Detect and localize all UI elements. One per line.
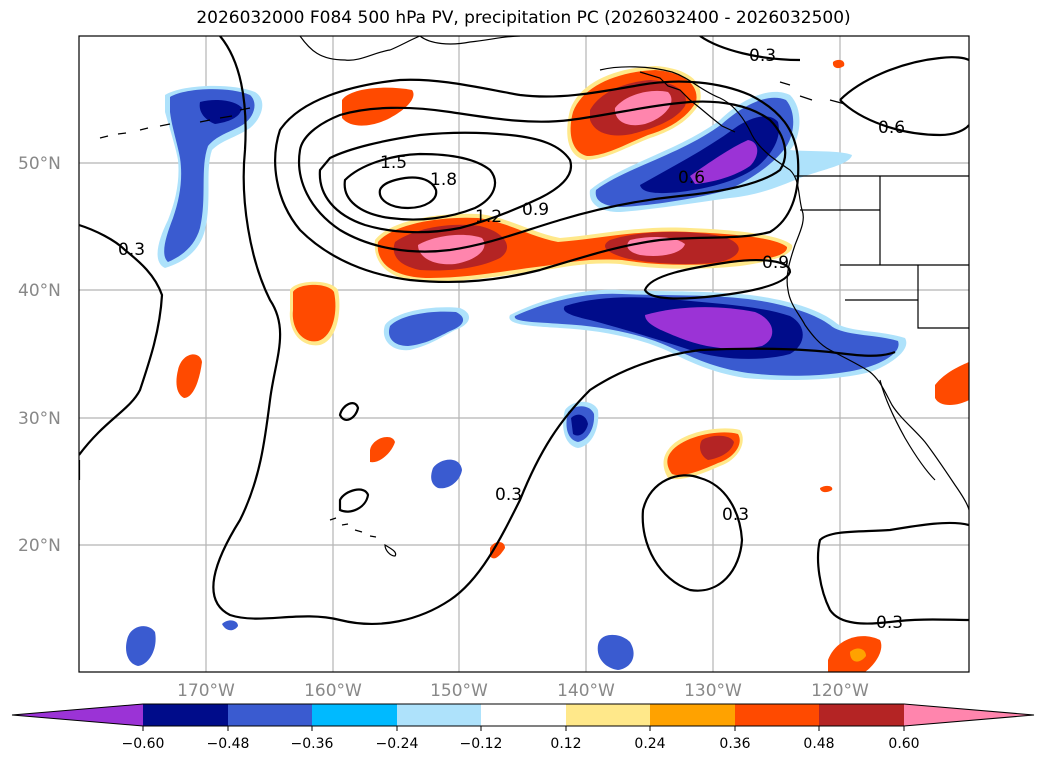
lon-label: 160°W: [304, 681, 362, 701]
precip-warm-small-6: [490, 542, 505, 559]
lat-labels: 50°N 40°N 30°N 20°N: [18, 154, 61, 556]
lat-label: 30°N: [18, 409, 61, 429]
precip-blob-central-core: [645, 307, 773, 349]
colorbar-tick-label: −0.24: [376, 736, 419, 752]
coast-baja: [879, 379, 936, 481]
colorbar-cell: [143, 704, 228, 726]
colorbar-tick-label: 0.48: [803, 736, 834, 752]
colorbar-tick-label: −0.48: [207, 736, 250, 752]
contour-small-2: [338, 488, 370, 513]
colorbar-cell: [735, 704, 819, 726]
contour-0.9-south: [643, 259, 792, 300]
contour-1.5: [343, 152, 497, 221]
islands-hawaii: [329, 517, 397, 557]
precip-warm-small-10: [820, 485, 833, 493]
colorbar: −0.60 −0.48 −0.36 −0.24 −0.12 0.12 0.24 …: [11, 703, 1035, 752]
colorbar-cell: [566, 704, 650, 726]
precip-positive-fields: [176, 59, 969, 672]
lon-label: 120°W: [811, 681, 869, 701]
colorbar-cell: [819, 704, 904, 726]
precip-blob-small-5: [597, 634, 634, 670]
contour-label: 0.9: [762, 253, 789, 273]
contour-label: 1.5: [380, 153, 407, 173]
contour-0.3-se: [816, 521, 969, 625]
contour-label: 0.9: [522, 200, 549, 220]
contour-1.8: [378, 176, 438, 210]
contour-0.9: [298, 100, 787, 253]
contour-label: 0.3: [749, 46, 776, 66]
coast-alaska-detail: [639, 71, 846, 133]
colorbar-cell: [481, 704, 566, 726]
precip-blob-pnw-core: [690, 140, 758, 184]
precip-blob-small-6: [222, 620, 238, 631]
colorbar-cell: [650, 704, 735, 726]
colorbar-tick-label: 0.36: [719, 736, 750, 752]
precip-negative-fields: [126, 85, 907, 670]
lat-label: 50°N: [18, 154, 61, 174]
contour-0.3-ne: [699, 36, 969, 137]
colorbar-cell: [397, 704, 481, 726]
contour-1.2: [318, 131, 573, 234]
precip-blob-nw-core: [164, 89, 255, 262]
colorbar-tick-label: 0.60: [888, 736, 919, 752]
contour-label: 1.8: [430, 170, 457, 190]
contour-label: 0.3: [876, 613, 903, 633]
contour-small-1: [338, 402, 360, 421]
contour-labels: 0.3 0.6 0.9 1.2 1.5 1.8 0.6 0.9 0.3 0.3 …: [118, 46, 905, 633]
pv-contours: [79, 36, 969, 626]
lon-label: 170°W: [177, 681, 235, 701]
precip-blob-nw-deep: [199, 100, 242, 124]
lon-label: 130°W: [684, 681, 742, 701]
lat-label: 20°N: [18, 536, 61, 556]
contour-0.3-west: [79, 223, 164, 456]
contour-label: 0.6: [678, 168, 705, 188]
precip-warm-small-5-dark: [700, 435, 734, 460]
contour-label: 1.2: [475, 207, 502, 227]
contour-label: 0.3: [495, 485, 522, 505]
precip-warm-small-1: [342, 87, 414, 126]
colorbar-cell: [12, 704, 143, 726]
precip-warm-small-2-core: [292, 284, 336, 342]
colorbar-cell: [904, 704, 1034, 726]
map-title: 2026032000 F084 500 hPa PV, precipitatio…: [196, 8, 851, 28]
lat-label: 40°N: [18, 281, 61, 301]
contour-label: 0.3: [722, 505, 749, 525]
colorbar-cell: [228, 704, 312, 726]
precip-blob-small-4: [126, 626, 156, 666]
coast-bc: [751, 134, 969, 511]
precip-warm-small-8-pink: [850, 648, 866, 662]
precip-warm-small-9: [832, 59, 845, 69]
colorbar-tick-label: 0.12: [550, 736, 581, 752]
lon-label: 150°W: [430, 681, 488, 701]
contour-label: 0.3: [118, 240, 145, 260]
precip-warm-small-7: [935, 362, 969, 405]
colorbar-tick-label: −0.60: [122, 736, 165, 752]
contour-label: 0.6: [878, 118, 905, 138]
coastlines: [99, 36, 969, 557]
colorbar-tick-label: −0.36: [291, 736, 334, 752]
colorbar-tick-label: −0.12: [460, 736, 503, 752]
contour-0.3-low: [641, 474, 744, 592]
border-states: [800, 176, 969, 329]
map-frame: [78, 35, 970, 673]
precip-blob-pnw-deep: [640, 116, 779, 194]
lon-label: 140°W: [557, 681, 615, 701]
lon-labels: 170°W 160°W 150°W 140°W 130°W 120°W: [177, 681, 869, 701]
islands-aleutian: [99, 107, 251, 139]
precip-blob-small-2-deep: [571, 414, 588, 436]
colorbar-cell: [312, 704, 397, 726]
precip-warm-small-3: [176, 354, 202, 398]
contour-0.6-outer: [274, 78, 800, 284]
precip-blob-small-3: [431, 459, 462, 489]
precip-blob-small-1-core: [388, 311, 464, 346]
colorbar-ticks: [142, 726, 905, 731]
precip-warm-small-4: [370, 436, 395, 463]
colorbar-tick-label: 0.24: [634, 736, 665, 752]
contour-0.3-main: [212, 36, 896, 626]
precip-warm-band-pink-2: [627, 236, 685, 256]
